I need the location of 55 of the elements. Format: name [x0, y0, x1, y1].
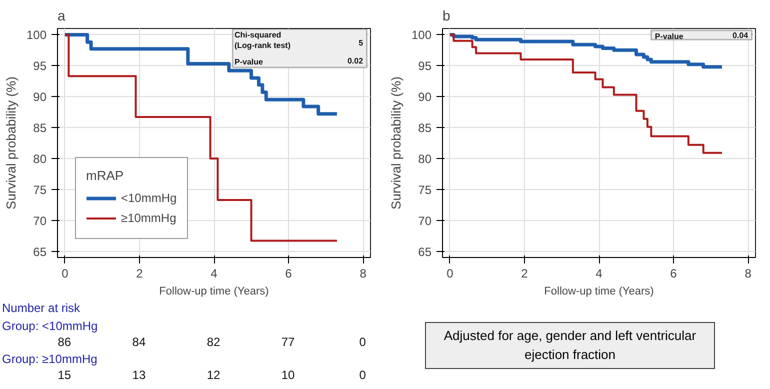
- annotation: P-value: [654, 32, 684, 41]
- legend-title: mRAP: [86, 168, 125, 183]
- y-tick-label: 90: [33, 90, 47, 104]
- y-tick-label: 95: [418, 59, 432, 74]
- y-tick-label: 65: [33, 244, 47, 259]
- legend-label: ≥10mmHg: [121, 211, 176, 225]
- text: Number at risk: [2, 300, 80, 317]
- y-tick-label: 70: [33, 214, 47, 228]
- x-axis-title: Follow-up time (Years): [159, 286, 269, 298]
- chart-title: b: [442, 8, 450, 24]
- text: Adjusted for age, gender and left ventricular ejection fraction: [425, 322, 715, 370]
- text: Group: ≥10mmHg: [2, 351, 98, 368]
- y-tick-label: 70: [418, 214, 432, 228]
- x-tick-label: 8: [744, 266, 752, 280]
- annotation: 5: [358, 38, 364, 48]
- x-tick-label: 4: [210, 266, 218, 280]
- x-tick-label: 2: [136, 266, 144, 280]
- text: 0: [359, 367, 366, 384]
- y-tick-label: 85: [33, 121, 47, 136]
- y-tick-label: 95: [33, 59, 47, 74]
- y-tick-label: 75: [33, 182, 47, 197]
- text: 86: [58, 334, 72, 351]
- text: 12: [206, 367, 220, 384]
- text: 0: [359, 334, 366, 351]
- y-tick-label: 65: [418, 244, 432, 259]
- x-tick-label: 8: [360, 266, 367, 280]
- text: 15: [58, 367, 72, 384]
- chart-title: a: [58, 8, 66, 24]
- x-tick-label: 4: [596, 266, 603, 280]
- y-tick-label: 90: [418, 90, 432, 104]
- x-tick-label: 2: [521, 266, 528, 280]
- x-tick-label: 0: [62, 266, 69, 280]
- text: 82: [206, 334, 220, 351]
- text: 77: [281, 334, 295, 351]
- annotation: P-value: [234, 58, 264, 67]
- annotation: 0.04: [732, 30, 749, 40]
- y-tick-label: 85: [418, 121, 432, 136]
- text: 13: [132, 367, 146, 384]
- y-tick-label: 75: [418, 182, 432, 197]
- x-tick-label: 6: [670, 266, 678, 280]
- y-tick-label: 80: [418, 152, 432, 166]
- text: Group: <10mmHg: [2, 318, 98, 335]
- x-tick-label: 6: [285, 266, 292, 280]
- legend-label: <10mmHg: [121, 191, 177, 205]
- text: 84: [132, 334, 146, 351]
- x-axis-title: Follow-up time (Years): [544, 286, 654, 298]
- y-tick-label: 80: [33, 152, 47, 166]
- y-axis-title: Survival probability (%): [3, 76, 18, 210]
- text: 10: [281, 367, 295, 384]
- annotation: 0.02: [347, 56, 364, 66]
- annotation: Chi-squared (Log-rank test): [234, 30, 291, 50]
- y-tick-label: 100: [411, 28, 432, 42]
- x-tick-label: 0: [446, 266, 454, 280]
- y-tick-label: 100: [26, 28, 47, 42]
- y-axis-title: Survival probability (%): [388, 76, 404, 210]
